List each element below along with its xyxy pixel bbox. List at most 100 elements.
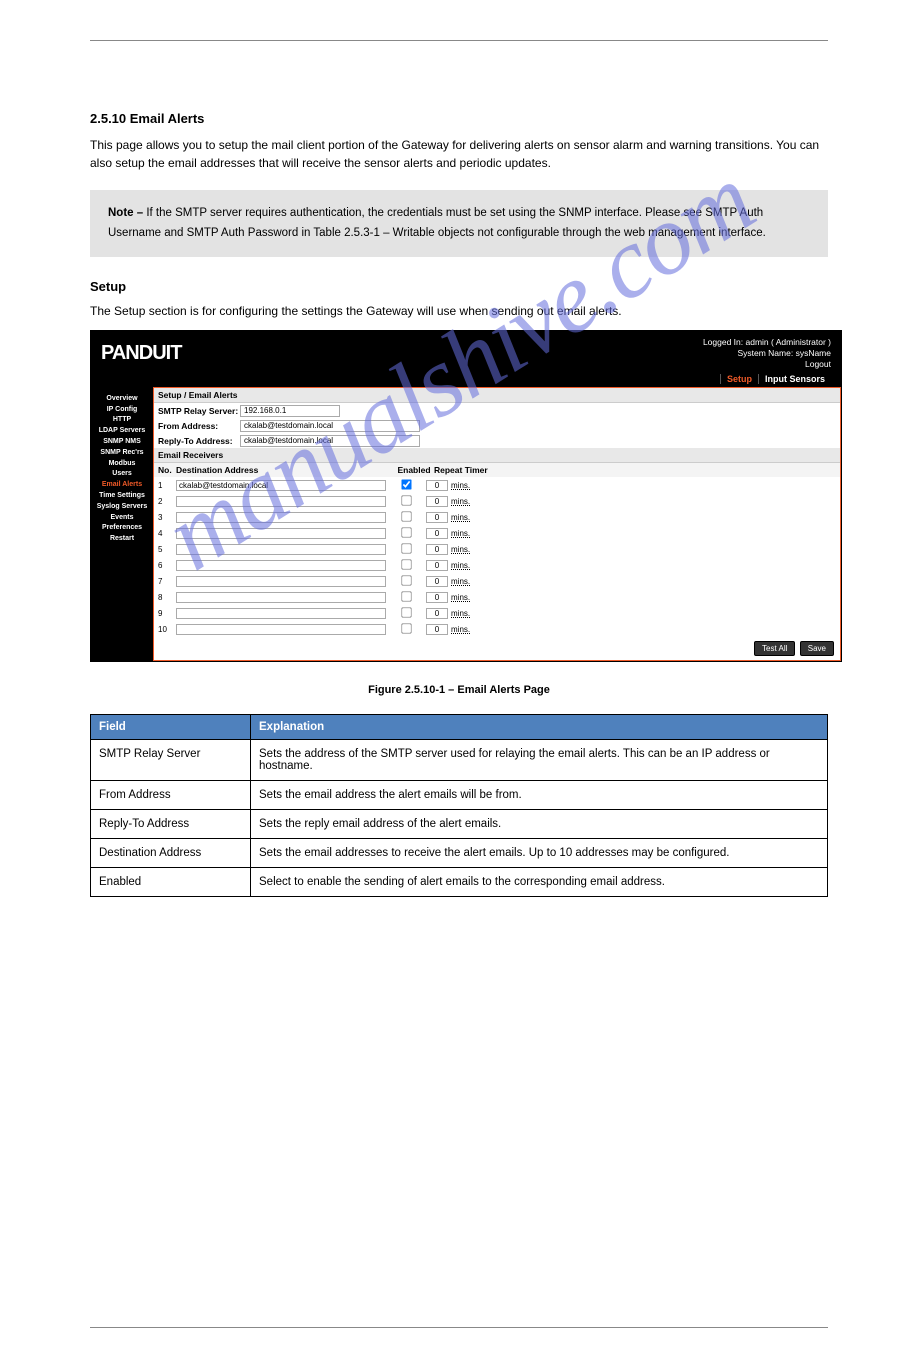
col-no: No. [158, 465, 176, 475]
enabled-checkbox[interactable] [401, 543, 411, 553]
setup-subhead: Setup [90, 279, 828, 294]
sidebar-item-http[interactable]: HTTP [93, 415, 151, 426]
tab-setup[interactable]: Setup [720, 374, 758, 384]
th-explanation: Explanation [251, 715, 828, 740]
explanation-cell: Select to enable the sending of alert em… [251, 868, 828, 897]
save-button[interactable]: Save [800, 641, 834, 656]
setup-text: The Setup section is for configuring the… [90, 304, 828, 318]
receivers-head: Email Receivers [154, 448, 840, 463]
ss-header-right: Logged In: admin ( Administrator ) Syste… [703, 337, 831, 370]
row-no: 6 [158, 561, 176, 570]
receiver-row: 8mins. [154, 589, 840, 605]
repeat-timer-input[interactable] [426, 496, 448, 507]
sidebar-item-users[interactable]: Users [93, 469, 151, 480]
sidebar-item-snmp-rec-rs[interactable]: SNMP Rec'rs [93, 447, 151, 458]
receiver-row: 10mins. [154, 621, 840, 637]
enabled-checkbox[interactable] [401, 607, 411, 617]
mins-label: mins. [451, 481, 470, 490]
sidebar-item-events[interactable]: Events [93, 512, 151, 523]
intro-paragraph: This page allows you to setup the mail c… [90, 136, 828, 172]
tab-input-sensors[interactable]: Input Sensors [758, 374, 831, 384]
enabled-checkbox[interactable] [401, 559, 411, 569]
row-no: 3 [158, 513, 176, 522]
dest-input[interactable] [176, 624, 386, 635]
enabled-checkbox[interactable] [401, 479, 411, 489]
mins-label: mins. [451, 545, 470, 554]
receiver-row: 5mins. [154, 541, 840, 557]
enabled-checkbox[interactable] [401, 575, 411, 585]
field-cell: Enabled [91, 868, 251, 897]
enabled-checkbox[interactable] [401, 511, 411, 521]
enabled-checkbox[interactable] [401, 495, 411, 505]
top-rule [90, 40, 828, 41]
from-input[interactable] [240, 420, 420, 432]
logout-link[interactable]: Logout [703, 359, 831, 370]
explanation-cell: Sets the email addresses to receive the … [251, 839, 828, 868]
th-field: Field [91, 715, 251, 740]
ss-tabs: SetupInput Sensors [91, 374, 841, 387]
row-no: 10 [158, 625, 176, 634]
repeat-timer-input[interactable] [426, 608, 448, 619]
dest-input[interactable] [176, 560, 386, 571]
mins-label: mins. [451, 513, 470, 522]
row-no: 4 [158, 529, 176, 538]
receiver-row: 4 mins. [154, 525, 840, 541]
ss-sidebar: OverviewIP ConfigHTTPLDAP ServersSNMP NM… [91, 387, 153, 661]
smtp-label: SMTP Relay Server: [158, 406, 240, 416]
smtp-input[interactable] [240, 405, 340, 417]
sidebar-item-overview[interactable]: Overview [93, 393, 151, 404]
mins-label: mins. [451, 577, 470, 586]
figure-caption: Figure 2.5.10-1 – Email Alerts Page [90, 684, 828, 696]
repeat-timer-input[interactable] [426, 560, 448, 571]
dest-input[interactable] [176, 592, 386, 603]
field-cell: Reply-To Address [91, 810, 251, 839]
note-text: If the SMTP server requires authenticati… [108, 207, 766, 239]
sysname-line: System Name: sysName [703, 348, 831, 359]
bottom-rule [90, 1327, 828, 1328]
sidebar-item-ldap-servers[interactable]: LDAP Servers [93, 426, 151, 437]
dest-input[interactable] [176, 576, 386, 587]
sidebar-item-restart[interactable]: Restart [93, 534, 151, 545]
test-all-button[interactable]: Test All [754, 641, 795, 656]
table-row: Reply-To AddressSets the reply email add… [91, 810, 828, 839]
sidebar-item-email-alerts[interactable]: Email Alerts [93, 480, 151, 491]
repeat-timer-input[interactable] [426, 624, 448, 635]
repeat-timer-input[interactable] [426, 528, 448, 539]
row-no: 9 [158, 609, 176, 618]
field-explanation-table: Field Explanation SMTP Relay ServerSets … [90, 714, 828, 897]
note-label: Note – [108, 207, 146, 219]
sidebar-item-preferences[interactable]: Preferences [93, 523, 151, 534]
enabled-checkbox[interactable] [401, 623, 411, 633]
sidebar-item-syslog-servers[interactable]: Syslog Servers [93, 501, 151, 512]
repeat-timer-input[interactable] [426, 480, 448, 491]
sidebar-item-time-settings[interactable]: Time Settings [93, 490, 151, 501]
section-heading: 2.5.10 Email Alerts [90, 111, 828, 126]
repeat-timer-input[interactable] [426, 544, 448, 555]
col-dest: Destination Address [176, 465, 394, 475]
ss-form-title: Setup / Email Alerts [154, 388, 840, 403]
enabled-checkbox[interactable] [401, 591, 411, 601]
mins-label: mins. [451, 497, 470, 506]
repeat-timer-input[interactable] [426, 592, 448, 603]
row-no: 2 [158, 497, 176, 506]
ss-main: Setup / Email Alerts SMTP Relay Server: … [153, 387, 841, 661]
enabled-checkbox[interactable] [401, 527, 411, 537]
sidebar-item-snmp-nms[interactable]: SNMP NMS [93, 436, 151, 447]
repeat-timer-input[interactable] [426, 576, 448, 587]
dest-input[interactable] [176, 480, 386, 491]
explanation-cell: Sets the reply email address of the aler… [251, 810, 828, 839]
mins-label: mins. [451, 593, 470, 602]
reply-input[interactable] [240, 435, 420, 447]
dest-input[interactable] [176, 496, 386, 507]
sidebar-item-ip-config[interactable]: IP Config [93, 404, 151, 415]
table-row: From AddressSets the email address the a… [91, 781, 828, 810]
row-no: 1 [158, 481, 176, 490]
repeat-timer-input[interactable] [426, 512, 448, 523]
sidebar-item-modbus[interactable]: Modbus [93, 458, 151, 469]
field-cell: From Address [91, 781, 251, 810]
dest-input[interactable] [176, 608, 386, 619]
mins-label: mins. [451, 529, 470, 538]
dest-input[interactable] [176, 544, 386, 555]
dest-input[interactable] [176, 528, 386, 539]
dest-input[interactable] [176, 512, 386, 523]
